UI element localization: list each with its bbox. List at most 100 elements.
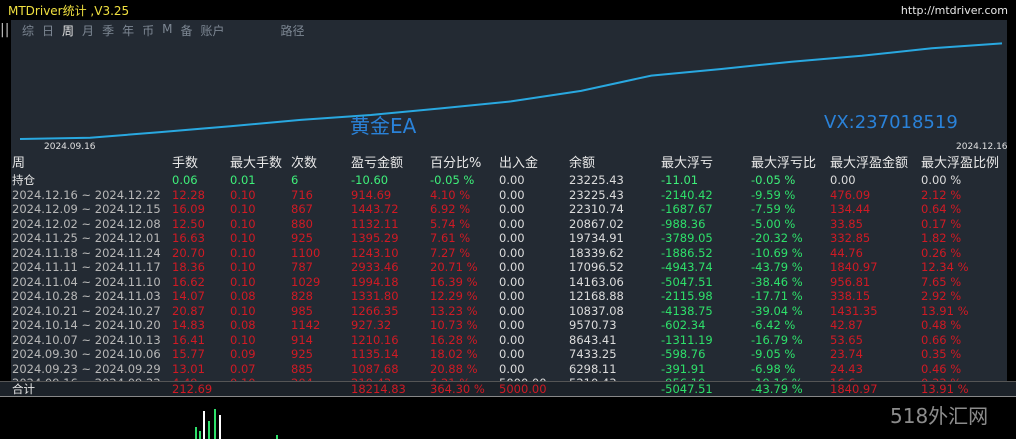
cell-deposit: 0.00 xyxy=(499,318,525,332)
cell-max_dd_pct: -17.71 % xyxy=(751,289,803,303)
cell-pct: 12.29 % xyxy=(430,289,478,303)
cell-max_dd_pct: -9.05 % xyxy=(751,347,796,361)
balance-line xyxy=(19,42,1003,140)
cell-lots: 16.63 xyxy=(172,231,205,245)
cell-period: 2024.11.25 ~ 2024.12.01 xyxy=(12,231,161,245)
tab-2[interactable]: 周 xyxy=(62,24,75,38)
table-row[interactable]: 2024.11.25 ~ 2024.12.01 16.63 0.10 925 1395.… xyxy=(11,231,1007,246)
tab-7[interactable]: M xyxy=(162,22,173,36)
cell-max_float_pct: 12.34 % xyxy=(921,260,969,274)
holding-row[interactable]: 持仓 0.06 0.01 6 -10.60 -0.05 % 0.00 23225.43 -11.… xyxy=(11,173,1007,188)
cell-max_dd_pct: -20.32 % xyxy=(751,231,803,245)
cell-max_dd: -988.36 xyxy=(661,216,706,231)
tab-4[interactable]: 季 xyxy=(102,24,115,38)
cell-max_dd_pct: -9.59 % xyxy=(751,187,796,202)
cell-pct: 13.23 % xyxy=(430,303,478,318)
column-header-0: 周 xyxy=(12,156,26,171)
tab-3[interactable]: 月 xyxy=(82,24,95,38)
cell-pnl: 1266.35 xyxy=(351,303,399,318)
cell-max_float_pct: 0.66 % xyxy=(921,332,962,347)
candle-3 xyxy=(208,421,210,439)
column-header-11: 最大浮盈比例 xyxy=(921,156,1000,171)
cell-max_float: 33.85 xyxy=(830,216,863,231)
cell-max_float_pct: 0.26 % xyxy=(921,245,962,260)
cell-pnl: 1243.10 xyxy=(351,245,399,260)
cell-pnl: 1087.68 xyxy=(351,361,399,376)
brand-logo: 518外汇网 xyxy=(890,404,989,428)
cell-pnl: 1994.18 xyxy=(351,274,399,289)
app-title: MTDriver统计 ,V3.25 xyxy=(8,4,130,18)
cell-max_float_pct: 0.46 % xyxy=(921,361,962,376)
app-url-link[interactable]: http://mtdriver.com xyxy=(900,4,1008,17)
table-row[interactable]: 2024.12.16 ~ 2024.12.22 12.28 0.10 716 914.6… xyxy=(11,188,1007,203)
table-row[interactable]: 2024.10.14 ~ 2024.10.20 14.83 0.08 1142 927.… xyxy=(11,318,1007,333)
table-row[interactable]: 2024.11.18 ~ 2024.11.24 20.70 0.10 1100 1243… xyxy=(11,246,1007,261)
table-body: 2024.12.16 ~ 2024.12.22 12.28 0.10 716 914.6… xyxy=(11,188,1007,391)
table-row[interactable]: 2024.11.11 ~ 2024.11.17 18.36 0.10 787 2933.… xyxy=(11,260,1007,275)
cell-max_lots: 0.10 xyxy=(230,274,256,289)
cell-period: 2024.12.16 ~ 2024.12.22 xyxy=(12,187,161,202)
tab-0[interactable]: 综 xyxy=(22,24,35,38)
total-cell-label: 合计 xyxy=(12,382,35,396)
cell-max_dd: -391.91 xyxy=(661,361,706,376)
cell-deposit: 0.00 xyxy=(499,289,525,303)
cell-pnl: 1135.14 xyxy=(351,347,399,361)
divider xyxy=(0,396,1016,397)
column-header-7: 余额 xyxy=(569,156,596,171)
table-row[interactable]: 2024.12.09 ~ 2024.12.15 16.09 0.10 867 1443.… xyxy=(11,202,1007,217)
cell-max_lots: 0.10 xyxy=(230,303,256,318)
cell-pct: 4.10 % xyxy=(430,187,471,202)
cell-max_lots: 0.10 xyxy=(230,332,256,347)
cell-max_dd_pct: -38.46 % xyxy=(751,274,803,289)
cell-lots: 20.87 xyxy=(172,303,205,318)
table-row[interactable]: 2024.11.04 ~ 2024.11.10 16.62 0.10 1029 1994… xyxy=(11,275,1007,290)
cell-count: 1142 xyxy=(291,318,321,332)
cell-deposit: 0.00 xyxy=(499,303,525,318)
column-header-3: 次数 xyxy=(291,156,318,171)
cell-max_lots: 0.10 xyxy=(230,231,256,245)
cell-count: 1100 xyxy=(291,245,321,260)
table-header-row: 周 手数 最大手数 次数 盈亏金额 百分比% 出入金 余额 最大浮亏 最大浮亏比 最大浮盈金额 最大浮… xyxy=(11,156,1007,173)
cell-count: 880 xyxy=(291,216,313,231)
tab-8[interactable]: 备 xyxy=(180,24,193,38)
table-row[interactable]: 2024.12.02 ~ 2024.12.08 12.50 0.10 880 1132.… xyxy=(11,217,1007,232)
cell-period: 2024.12.02 ~ 2024.12.08 xyxy=(12,216,161,231)
cell-max_dd_pct: -7.59 % xyxy=(751,202,796,216)
price-candles xyxy=(195,409,278,439)
tab-5[interactable]: 年 xyxy=(122,24,135,38)
cell-count: 787 xyxy=(291,260,313,274)
cell-max_dd: -1687.67 xyxy=(661,202,713,216)
cell-max_float_pct: 2.92 % xyxy=(921,289,962,303)
tab-9[interactable]: 账户 xyxy=(200,24,225,38)
cell-max_lots: 0.07 xyxy=(230,361,256,376)
cell-max_dd: -5047.51 xyxy=(661,274,713,289)
table-row[interactable]: 2024.10.28 ~ 2024.11.03 14.07 0.08 828 1331.… xyxy=(11,289,1007,304)
table-row[interactable]: 2024.10.07 ~ 2024.10.13 16.41 0.10 914 1210.… xyxy=(11,333,1007,348)
cell-max_dd: -1886.52 xyxy=(661,245,713,260)
column-header-1: 手数 xyxy=(172,156,199,171)
column-header-6: 出入金 xyxy=(499,156,539,171)
table-row[interactable]: 2024.09.23 ~ 2024.09.29 13.01 0.07 885 1087.… xyxy=(11,362,1007,377)
cell-max_float_pct: 2.12 % xyxy=(921,187,962,202)
cell-max_float_pct: 0.64 % xyxy=(921,202,962,216)
cell-balance: 12168.88 xyxy=(569,289,624,303)
tab-10[interactable]: 路径 xyxy=(280,24,305,38)
total-row: 合计 212.69 18214.83 364.30 % 5000.00 -5047.51 -… xyxy=(0,381,1016,396)
holding-cell-max_float: 0.00 xyxy=(830,173,856,187)
cell-deposit: 0.00 xyxy=(499,202,525,216)
cell-period: 2024.10.21 ~ 2024.10.27 xyxy=(12,303,161,318)
tab-1[interactable]: 日 xyxy=(42,24,55,38)
cell-max_dd_pct: -39.04 % xyxy=(751,303,803,318)
cell-pct: 7.27 % xyxy=(430,245,471,260)
table-row[interactable]: 2024.09.30 ~ 2024.10.06 15.77 0.09 925 1135.… xyxy=(11,347,1007,362)
cell-deposit: 0.00 xyxy=(499,332,525,347)
cell-max_dd: -598.76 xyxy=(661,347,706,361)
cell-max_float: 1431.35 xyxy=(830,303,878,318)
holding-cell-max_dd: -11.01 xyxy=(661,173,699,187)
table-row[interactable]: 2024.10.21 ~ 2024.10.27 20.87 0.10 985 1266.… xyxy=(11,304,1007,319)
cell-max_dd_pct: -6.98 % xyxy=(751,361,796,376)
cell-balance: 22310.74 xyxy=(569,202,624,216)
tab-6[interactable]: 币 xyxy=(142,24,155,38)
cell-max_lots: 0.08 xyxy=(230,289,256,303)
cell-pct: 18.02 % xyxy=(430,347,478,361)
